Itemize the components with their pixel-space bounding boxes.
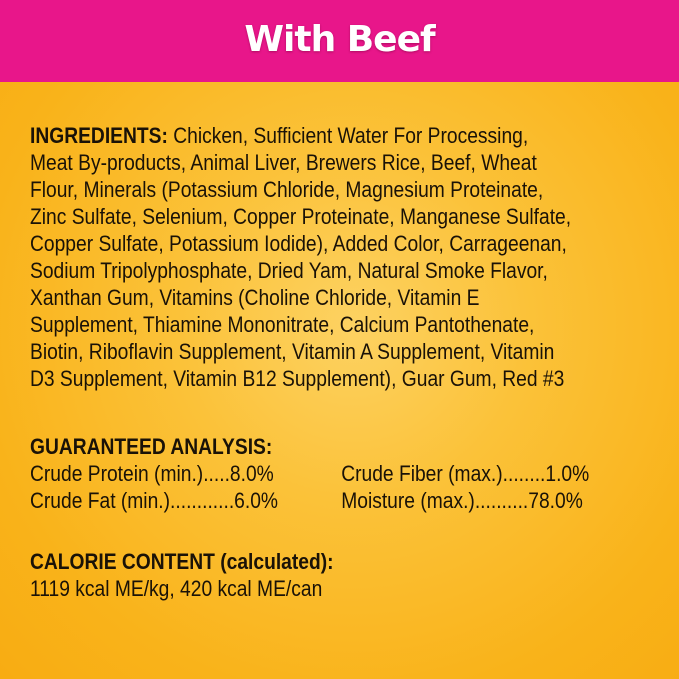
- analysis-value: Moisture (max.)..........78.0%: [341, 488, 583, 513]
- ingredients-line: Biotin, Riboflavin Supplement, Vitamin A…: [30, 339, 555, 364]
- calorie-content-section: CALORIE CONTENT (calculated): 1119 kcal …: [30, 548, 334, 602]
- analysis-row: Crude Fat (min.)............6.0% Moistur…: [30, 487, 589, 514]
- analysis-value: Crude Protein (min.).....8.0%: [30, 461, 274, 486]
- header-banner: With Beef: [0, 0, 679, 82]
- calorie-content-value: 1119 kcal ME/kg, 420 kcal ME/can: [30, 576, 323, 601]
- ingredients-section: INGREDIENTS: Chicken, Sufficient Water F…: [30, 122, 571, 392]
- calorie-content-heading: CALORIE CONTENT (calculated):: [30, 549, 334, 574]
- ingredients-heading: INGREDIENTS:: [30, 123, 168, 148]
- guaranteed-analysis-section: GUARANTEED ANALYSIS: Crude Protein (min.…: [30, 433, 589, 514]
- ingredients-line: Supplement, Thiamine Mononitrate, Calciu…: [30, 312, 535, 337]
- analysis-value: Crude Fat (min.)............6.0%: [30, 488, 279, 513]
- ingredients-line: Copper Sulfate, Potassium Iodide), Added…: [30, 231, 567, 256]
- guaranteed-analysis-heading: GUARANTEED ANALYSIS:: [30, 434, 273, 459]
- ingredients-line: Chicken, Sufficient Water For Processing…: [167, 123, 529, 148]
- ingredients-line: Flour, Minerals (Potassium Chloride, Mag…: [30, 177, 544, 202]
- analysis-row: Crude Protein (min.).....8.0% Crude Fibe…: [30, 460, 589, 487]
- ingredients-line: Xanthan Gum, Vitamins (Choline Chloride,…: [30, 285, 480, 310]
- ingredients-line: D3 Supplement, Vitamin B12 Supplement), …: [30, 366, 565, 391]
- ingredients-line: Meat By-products, Animal Liver, Brewers …: [30, 150, 537, 175]
- analysis-value: Crude Fiber (max.)........1.0%: [341, 461, 590, 486]
- product-title: With Beef: [244, 18, 435, 60]
- ingredients-line: Zinc Sulfate, Selenium, Copper Proteinat…: [30, 204, 572, 229]
- ingredients-line: Sodium Tripolyphosphate, Dried Yam, Natu…: [30, 258, 548, 283]
